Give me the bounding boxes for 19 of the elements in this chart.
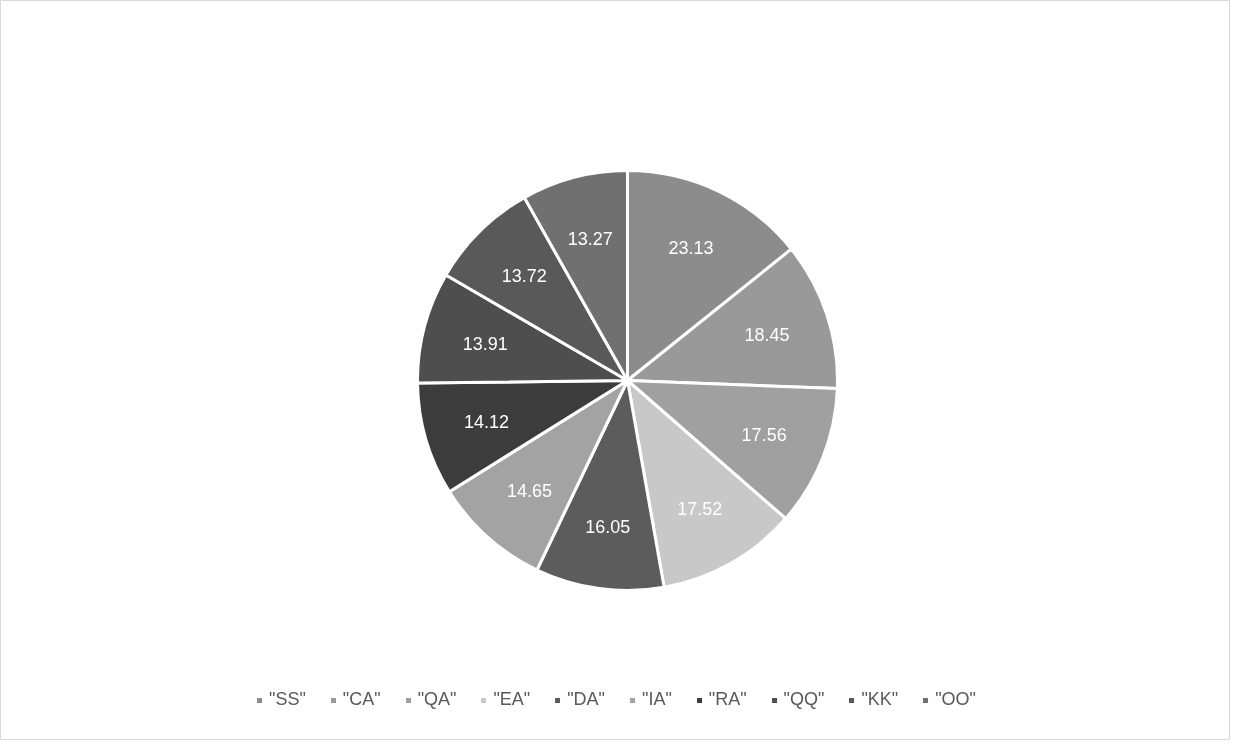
legend-label: "DA" [567,689,606,710]
legend-label: "SS" [269,689,306,710]
legend-label: "KK" [861,689,899,710]
data-label: 13.72 [501,266,547,287]
data-label: 13.91 [462,333,508,354]
data-label: 18.45 [744,324,790,345]
legend-label: "OO" [935,689,976,710]
legend-label: "IA" [642,689,672,710]
legend-label: "RA" [708,689,747,710]
data-label: 23.13 [668,238,714,259]
data-label: 14.12 [463,412,509,433]
data-label: 13.27 [567,228,613,249]
legend-label: "QA" [417,689,457,710]
legend-label: "EA" [493,689,531,710]
data-label: 16.05 [585,516,631,537]
data-label: 14.65 [507,480,553,501]
data-label: 17.56 [741,425,787,446]
legend-label: "QQ" [783,689,825,710]
legend-label: "CA" [342,689,381,710]
